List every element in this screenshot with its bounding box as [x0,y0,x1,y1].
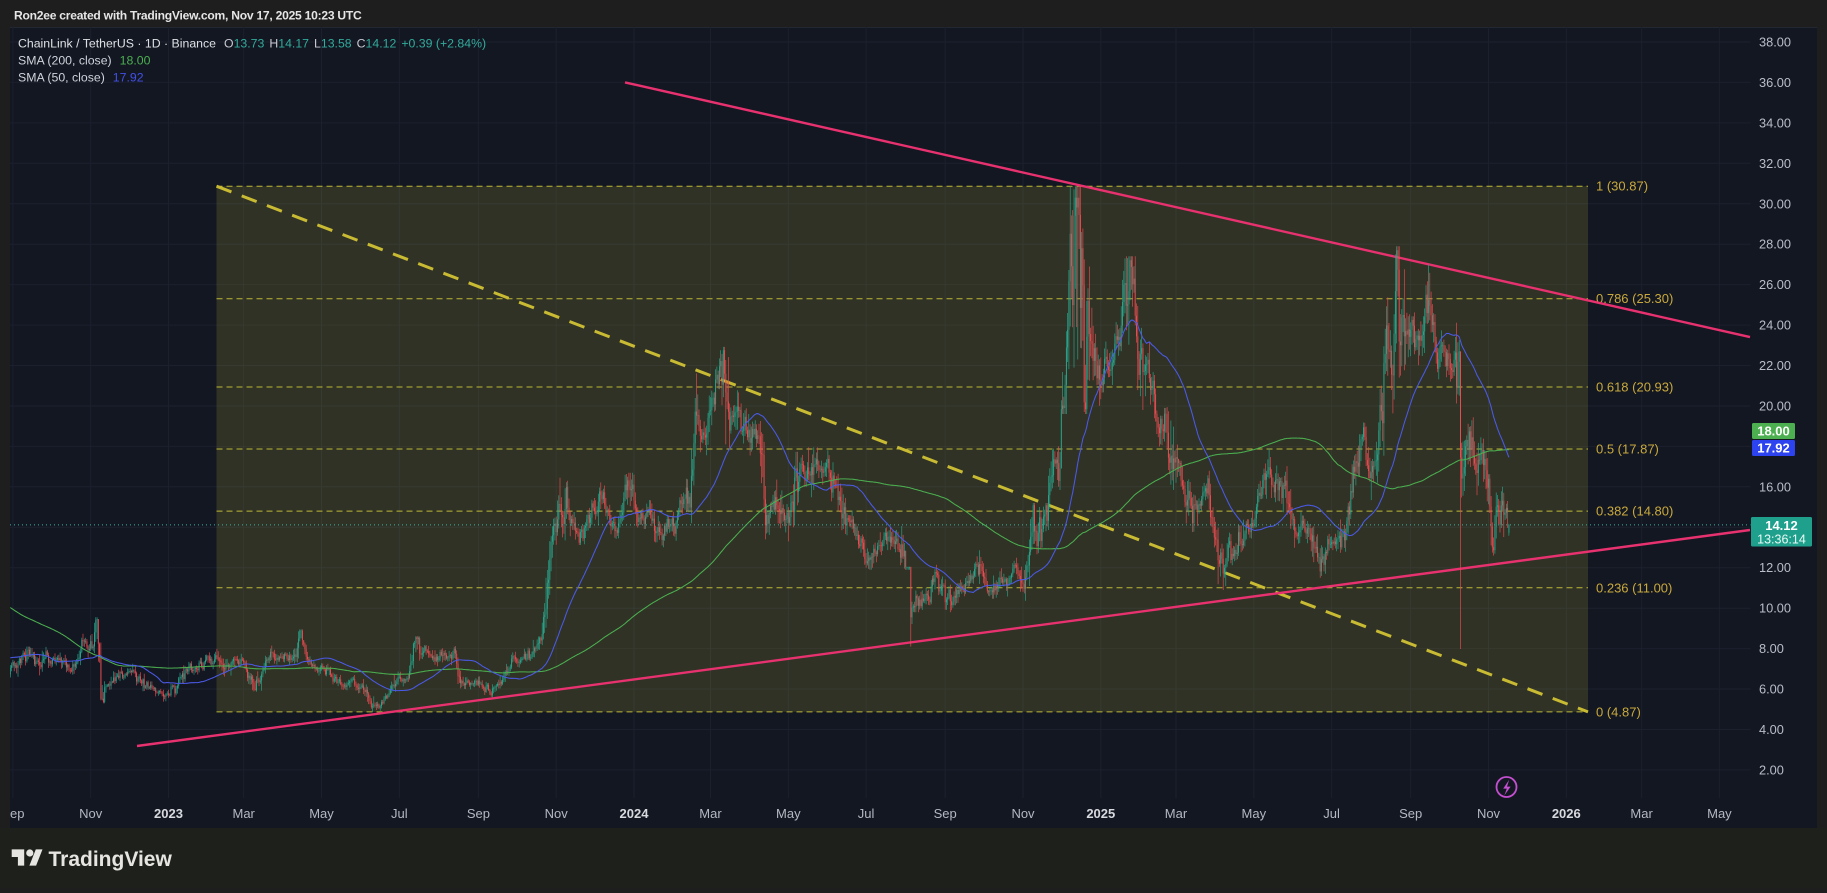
svg-text:Ron2ee created with TradingVie: Ron2ee created with TradingView.com, Nov… [14,9,362,23]
svg-text:36.00: 36.00 [1759,75,1791,90]
svg-text:30.00: 30.00 [1759,196,1791,211]
svg-text:TradingView: TradingView [49,848,173,871]
svg-text:32.00: 32.00 [1759,156,1791,171]
svg-text:SMA (50, close)17.92: SMA (50, close) 17.92 [18,71,144,85]
svg-text:22.00: 22.00 [1759,358,1791,373]
svg-text:17.92: 17.92 [1757,441,1790,456]
svg-text:0.618 (20.93): 0.618 (20.93) [1596,380,1673,395]
svg-text:Jul: Jul [858,806,875,821]
svg-text:18.00: 18.00 [1757,424,1790,439]
svg-text:ChainLink / TetherUS · 1D · Bi: ChainLink / TetherUS · 1D · Binance O13.7… [18,37,486,51]
svg-text:Nov: Nov [545,806,569,821]
svg-text:Sep: Sep [1399,806,1422,821]
svg-text:2026: 2026 [1552,806,1581,821]
svg-text:2023: 2023 [154,806,183,821]
svg-text:Mar: Mar [1630,806,1653,821]
svg-text:May: May [1242,806,1267,821]
svg-text:24.00: 24.00 [1759,318,1791,333]
svg-text:14.12: 14.12 [1765,518,1798,533]
svg-text:28.00: 28.00 [1759,237,1791,252]
svg-text:Jul: Jul [391,806,408,821]
svg-text:0.236 (11.00): 0.236 (11.00) [1596,580,1672,595]
svg-text:38.00: 38.00 [1759,35,1791,50]
svg-text:Nov: Nov [1477,806,1501,821]
svg-text:20.00: 20.00 [1759,399,1791,414]
svg-text:Mar: Mar [233,806,256,821]
svg-text:12.00: 12.00 [1759,560,1791,575]
svg-text:May: May [776,806,801,821]
svg-text:May: May [309,806,334,821]
svg-text:26.00: 26.00 [1759,277,1791,292]
svg-text:SMA (200, close)18.00: SMA (200, close) 18.00 [18,54,151,68]
svg-text:1 (30.87): 1 (30.87) [1596,179,1648,194]
svg-text:0.5 (17.87): 0.5 (17.87) [1596,442,1659,457]
svg-text:Nov: Nov [1011,806,1035,821]
svg-text:0 (4.87): 0 (4.87) [1596,704,1641,719]
svg-text:Mar: Mar [699,806,722,821]
svg-text:0.382 (14.80): 0.382 (14.80) [1596,504,1673,519]
svg-text:May: May [1707,806,1732,821]
svg-text:6.00: 6.00 [1759,682,1784,697]
svg-text:Mar: Mar [1165,806,1188,821]
svg-text:10.00: 10.00 [1759,601,1791,616]
svg-text:2024: 2024 [620,806,650,821]
svg-text:Sep: Sep [467,806,490,821]
svg-text:2025: 2025 [1086,806,1115,821]
svg-text:4.00: 4.00 [1759,722,1784,737]
svg-text:13:36:14: 13:36:14 [1757,533,1806,547]
svg-text:Nov: Nov [79,806,103,821]
svg-text:0.786 (25.30): 0.786 (25.30) [1596,291,1673,306]
svg-text:Sep: Sep [934,806,957,821]
svg-text:Jul: Jul [1323,806,1340,821]
svg-text:34.00: 34.00 [1759,115,1791,130]
svg-text:16.00: 16.00 [1759,479,1791,494]
svg-text:2.00: 2.00 [1759,762,1784,777]
svg-text:8.00: 8.00 [1759,641,1784,656]
